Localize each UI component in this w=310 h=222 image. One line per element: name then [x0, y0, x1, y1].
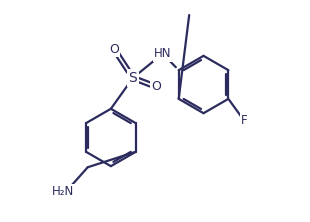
Text: O: O [151, 80, 161, 93]
Text: H₂N: H₂N [52, 185, 75, 198]
Text: HN: HN [154, 47, 171, 60]
Text: F: F [241, 114, 248, 127]
Text: S: S [129, 71, 137, 85]
Text: O: O [109, 43, 119, 56]
